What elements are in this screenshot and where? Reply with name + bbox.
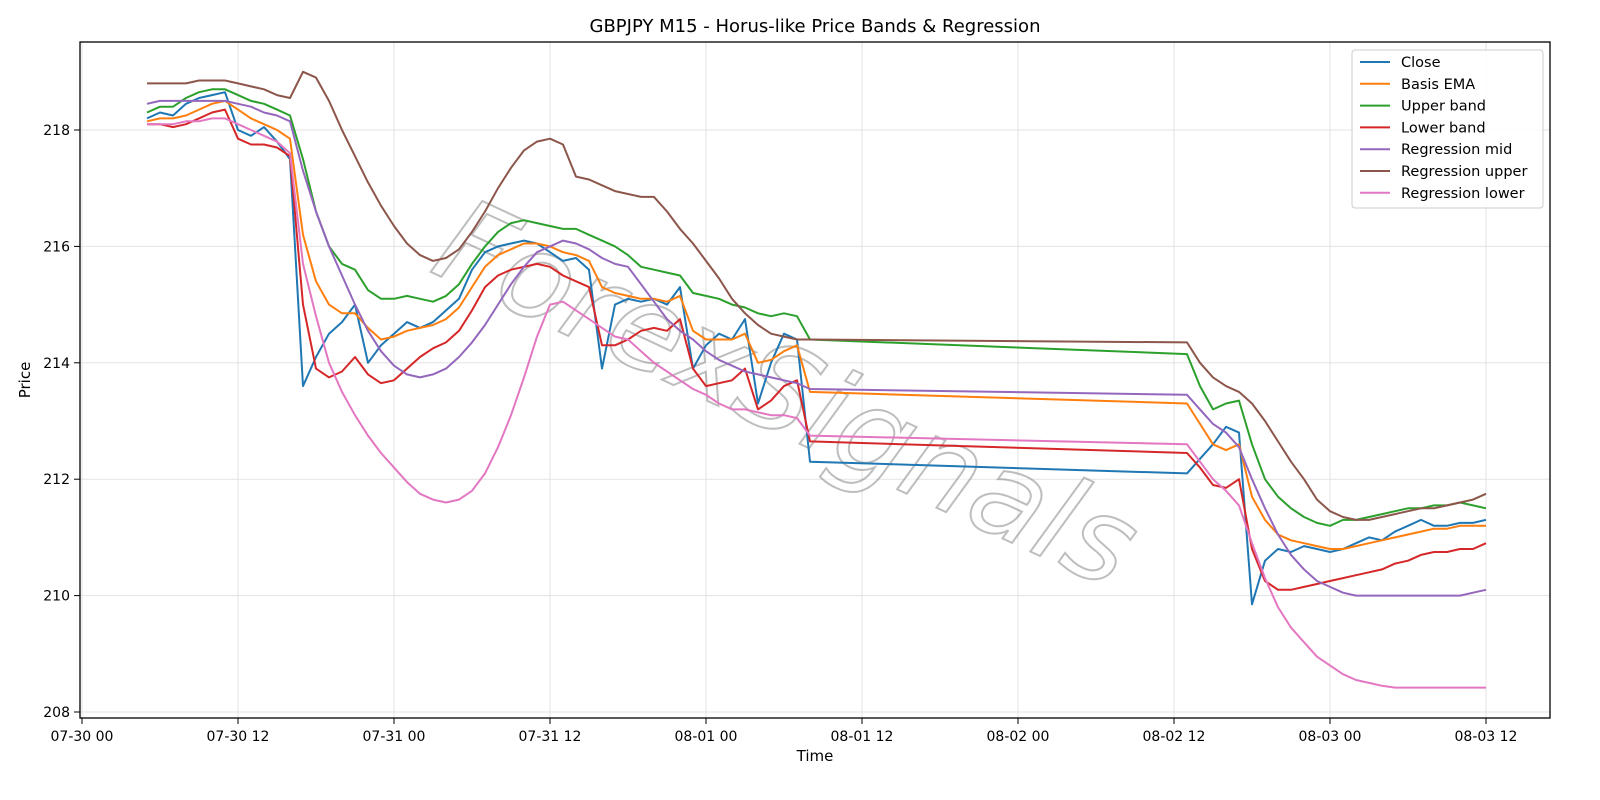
x-tick-label: 08-03 00 bbox=[1299, 729, 1362, 745]
series-line-regression-mid bbox=[146, 99, 1487, 597]
x-tick-label: 08-02 12 bbox=[1143, 729, 1206, 745]
legend-label-basis-ema: Basis EMA bbox=[1401, 77, 1475, 93]
series-layer bbox=[146, 70, 1487, 689]
x-tick-label: 07-31 12 bbox=[519, 729, 582, 745]
legend-label-close: Close bbox=[1401, 55, 1441, 71]
series-line-close bbox=[146, 91, 1487, 606]
y-tick-label: 210 bbox=[43, 589, 70, 605]
y-tick-label: 208 bbox=[43, 705, 70, 721]
plot-frame bbox=[79, 41, 1551, 719]
y-axis: 208 210 212 214 216 218 bbox=[43, 123, 80, 721]
legend-label-regression-upper: Regression upper bbox=[1401, 164, 1527, 180]
y-tick-label: 212 bbox=[43, 472, 70, 488]
y-tick-label: 218 bbox=[43, 123, 70, 139]
x-tick-label: 08-03 12 bbox=[1455, 729, 1518, 745]
x-tick-label: 07-30 12 bbox=[207, 729, 270, 745]
x-tick-label: 08-02 00 bbox=[987, 729, 1050, 745]
grid bbox=[80, 42, 1550, 718]
legend-label-lower-band: Lower band bbox=[1401, 120, 1486, 136]
x-tick-label: 07-31 00 bbox=[363, 729, 426, 745]
y-tick-label: 214 bbox=[43, 356, 70, 372]
x-axis: 07-30 00 07-30 12 07-31 00 07-31 12 08-01 00… bbox=[51, 718, 1518, 745]
series-line-upper-band bbox=[146, 88, 1487, 527]
chart-title: GBPJPY M15 - Horus-like Price Bands & Re… bbox=[590, 16, 1041, 37]
series-line-lower-band bbox=[147, 108, 1487, 591]
x-tick-label: 08-01 12 bbox=[831, 729, 894, 745]
y-axis-title: Price bbox=[16, 362, 34, 399]
y-tick-label: 216 bbox=[43, 239, 70, 255]
series-line-regression-lower bbox=[147, 117, 1486, 689]
legend: Close Basis EMA Upper band Lower band Regres… bbox=[1351, 49, 1544, 209]
legend-label-regression-lower: Regression lower bbox=[1401, 186, 1525, 202]
legend-box bbox=[1351, 49, 1544, 209]
x-axis-title: Time bbox=[796, 747, 834, 765]
x-tick-label: 07-30 00 bbox=[51, 729, 114, 745]
legend-label-regression-mid: Regression mid bbox=[1401, 142, 1512, 158]
legend-label-upper-band: Upper band bbox=[1401, 99, 1486, 115]
series-line-basis-ema bbox=[146, 99, 1486, 550]
series-line-regression-upper bbox=[147, 70, 1487, 521]
x-tick-label: 08-01 00 bbox=[675, 729, 738, 745]
